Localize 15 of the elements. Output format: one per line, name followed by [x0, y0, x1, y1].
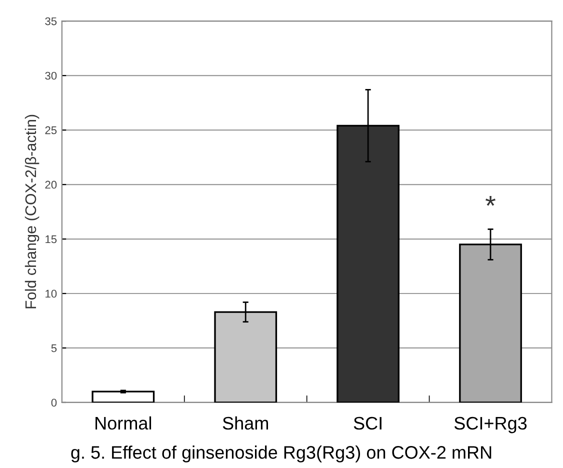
y-axis-title: Fold change (COX-2/β-actin) [24, 114, 40, 308]
y-tick-label: 25 [45, 126, 57, 134]
x-tick-label: Sham [222, 416, 268, 430]
annotation: * [486, 196, 496, 206]
y-tick-label: 30 [45, 72, 57, 80]
x-tick-label: SCI+Rg3 [454, 416, 527, 434]
text: g. 5. Effect of ginsenoside Rg3(Rg3) on COX-2 mRN [71, 446, 492, 462]
y-tick-label: 5 [51, 344, 57, 352]
y-tick-label: 35 [45, 17, 57, 26]
x-tick-label: Normal [96, 416, 152, 430]
y-tick-label: 10 [46, 290, 57, 298]
x-tick-label: SCI [354, 416, 382, 430]
y-tick-label: 20 [45, 180, 57, 189]
y-tick-label: 0 [51, 398, 57, 407]
y-tick-label: 15 [46, 235, 57, 244]
